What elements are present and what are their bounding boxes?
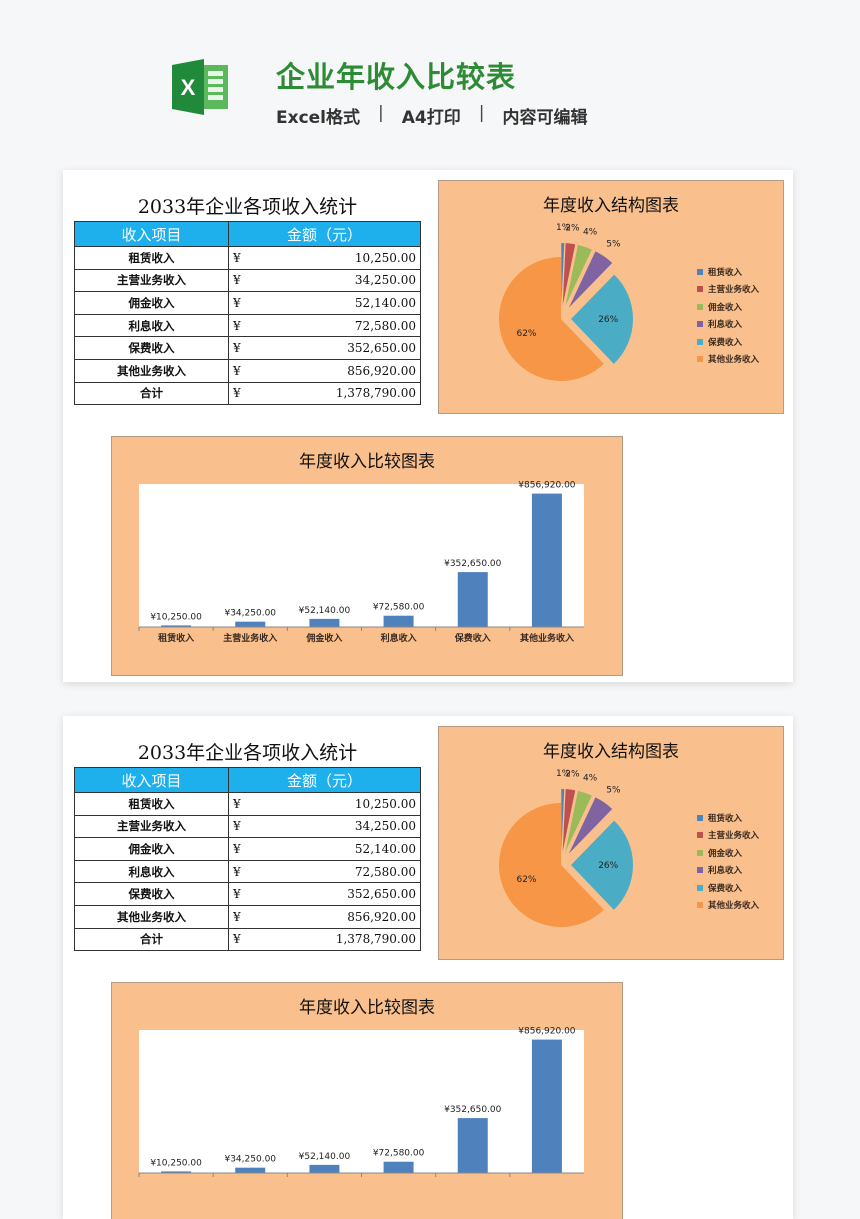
svg-text:¥10,250.00: ¥10,250.00 [150,1158,202,1168]
svg-text:2%: 2% [565,770,580,780]
svg-text:¥34,250.00: ¥34,250.00 [224,1155,276,1165]
page-header: X 企业年收入比较表 Excel格式 | A4打印 | 内容可编辑 [0,0,860,160]
bar-chart-title: 年度收入比较图表 [299,452,435,472]
bar-chart: 年度收入比较图表 ¥10,250.00 ¥34,250.00 ¥52,140.00 ¥… [111,436,623,676]
bar-graphic: ¥10,250.00 ¥34,250.00 ¥52,140.00 ¥72,580.00… [138,1027,584,1177]
svg-text:¥52,140.00: ¥52,140.00 [299,1152,351,1162]
pie-chart: 年度收入结构图表 1% 2% 4% 5% 26% 62% 租赁收入 主营业务收入 佣金收入… [438,726,784,960]
column-header-item: 收入项目 [74,767,229,793]
table-row: 主营业务收入 ¥34,250.00 [74,814,421,839]
pie-slice [562,789,576,852]
bar [383,1161,414,1173]
table-row: 佣金收入 ¥52,140.00 [74,291,421,315]
pie-slice [561,243,565,306]
separator: | [378,103,384,123]
bar [161,1171,192,1173]
bar-graphic: ¥10,250.00 ¥34,250.00 ¥52,140.00 ¥72,580.00… [138,481,584,631]
table-row: 保费收入 ¥352,650.00 [74,882,421,906]
bar-chart: 年度收入比较图表 ¥10,250.00 ¥34,250.00 ¥52,140.00 ¥… [111,982,623,1219]
svg-text:¥52,140.00: ¥52,140.00 [299,606,351,616]
sheet-preview-2: 2033年企业各项收入统计 收入项目 金额（元） 租赁收入 ¥10,250.00 … [63,716,793,1219]
svg-text:1%: 1% [556,769,571,779]
income-table: 收入项目 金额（元） 租赁收入 ¥10,250.00 主营业务收入 ¥34,250.… [74,221,421,406]
bar [457,572,488,627]
table-row: 保费收入 ¥352,650.00 [74,336,421,360]
pie-slice [562,243,576,306]
pie-legend: 租赁收入 主营业务收入 佣金收入 利息收入 保费收入 其他业务收入 [697,263,759,368]
svg-text:¥34,250.00: ¥34,250.00 [224,609,276,619]
pie-graphic: 1%2% 4% 5% 26% 62% [498,769,633,927]
table-row: 租赁收入 ¥10,250.00 [74,246,421,270]
bar [309,1164,340,1173]
table-row: 利息收入 ¥72,580.00 [74,859,421,884]
svg-text:¥72,580.00: ¥72,580.00 [373,603,425,613]
svg-text:X: X [181,75,196,100]
tag-editable: 内容可编辑 [502,108,588,128]
pie-chart: 年度收入结构图表 1% 2% 4% 5% 26% 62% 租赁收入 主营业务收入 佣金收入… [438,180,784,414]
bar [309,618,340,627]
svg-text:¥856,920.00: ¥856,920.00 [518,1027,576,1037]
bar-plot-area: ¥10,250.00 ¥34,250.00 ¥52,140.00 ¥72,580.00… [138,481,584,631]
pie-slice [570,820,633,910]
tag-print: A4打印 [401,108,461,128]
pie-slice [498,257,604,382]
bar-x-axis-labels: 租赁收入 主营业务收入 佣金收入 利息收入 保费收入 其他业务收入 [158,634,574,644]
table-row: 租赁收入 ¥10,250.00 [74,792,421,816]
column-header-amount: 金额（元） [228,221,421,247]
pie-chart-title: 年度收入结构图表 [543,196,679,216]
column-header-amount: 金额（元） [228,767,421,793]
pie-slice [568,251,613,308]
bar-plot-area: ¥10,250.00 ¥34,250.00 ¥52,140.00 ¥72,580.00… [138,1027,584,1177]
svg-text:¥10,250.00: ¥10,250.00 [150,612,202,622]
svg-text:62%: 62% [516,875,536,885]
bar-chart-title: 年度收入比较图表 [299,998,435,1018]
table-row: 利息收入 ¥72,580.00 [74,313,421,338]
bar [235,1167,266,1173]
column-header-item: 收入项目 [74,221,229,247]
table-row: 其他业务收入 ¥856,920.00 [74,904,421,929]
svg-text:¥352,650.00: ¥352,650.00 [444,559,502,569]
bar [235,621,266,627]
table-title: 2033年企业各项收入统计 [137,742,358,764]
tag-format: Excel格式 [276,108,361,128]
pie-graphic: 1%2% 4% 5% 26% 62% [498,223,633,382]
pie-slice [561,789,565,852]
pie-legend: 租赁收入 主营业务收入 佣金收入 利息收入 保费收入 其他业务收入 [697,809,759,914]
pie-slice [570,274,633,364]
bar [457,1118,488,1173]
table-row: 其他业务收入 ¥856,920.00 [74,358,421,383]
bar [531,493,562,627]
feature-tags: Excel格式 | A4打印 | 内容可编辑 [276,103,587,128]
svg-text:2%: 2% [565,224,580,234]
bar [531,1039,562,1173]
pie-slice [565,790,592,852]
pie-slice [498,803,604,927]
excel-icon: X [172,59,228,115]
svg-text:1%: 1% [556,223,571,233]
income-table: 收入项目 金额（元） 租赁收入 ¥10,250.00 主营业务收入 ¥34,250.… [74,767,421,952]
table-row: 主营业务收入 ¥34,250.00 [74,268,421,293]
sheet-preview-1: 2033年企业各项收入统计 收入项目 金额（元） 租赁收入 ¥10,250.00 … [63,170,793,682]
bar [161,625,192,627]
svg-text:¥352,650.00: ¥352,650.00 [444,1105,502,1115]
svg-text:¥72,580.00: ¥72,580.00 [373,1149,425,1159]
svg-text:4%: 4% [583,228,598,238]
svg-text:26%: 26% [598,315,618,325]
table-total-row: 合计 ¥1,378,790.00 [74,927,421,952]
svg-text:5%: 5% [606,785,621,795]
svg-text:¥856,920.00: ¥856,920.00 [518,481,576,491]
pie-slice [568,797,613,854]
pie-chart-title: 年度收入结构图表 [543,742,679,762]
page-title: 企业年收入比较表 [276,60,517,94]
pie-slice [565,244,592,306]
separator: | [478,103,485,123]
svg-text:5%: 5% [606,239,621,249]
svg-text:62%: 62% [516,329,536,339]
svg-text:26%: 26% [598,861,618,871]
table-total-row: 合计 ¥1,378,790.00 [74,381,421,406]
bar [383,615,414,627]
table-title: 2033年企业各项收入统计 [137,196,358,218]
table-row: 佣金收入 ¥52,140.00 [74,837,421,861]
svg-text:4%: 4% [583,774,598,784]
